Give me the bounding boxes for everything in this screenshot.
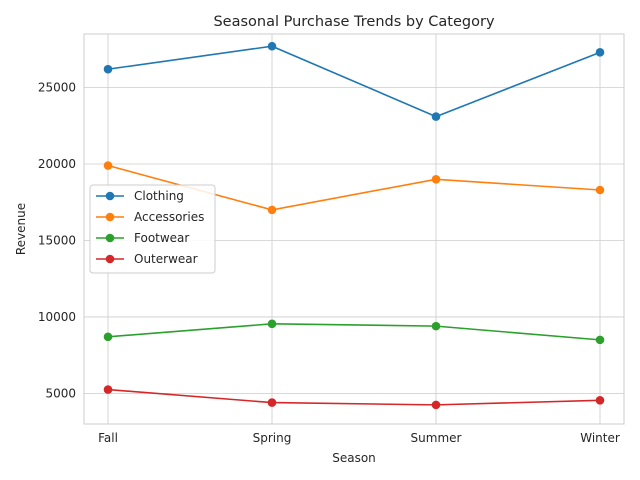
legend: Clothing Accessories Footwear Outerwear [89,184,216,274]
y-tick-label: 15000 [38,233,76,247]
grid-layer [84,34,624,424]
data-point [595,185,605,195]
series-footwear [103,319,605,345]
y-tick-label: 20000 [38,157,76,171]
series-clothing [103,41,605,121]
data-point [431,321,441,331]
x-axis-label: Season [332,451,376,465]
x-tick-label: Spring [253,431,292,445]
legend-box [89,184,216,274]
series-layer [103,41,605,410]
data-point [267,205,277,215]
series-line [107,323,601,341]
legend-marker [105,254,115,264]
legend-marker [105,212,115,222]
data-point [595,395,605,405]
series-line [107,388,601,406]
legend-label: Clothing [134,189,184,203]
legend-marker [105,233,115,243]
legend-entry: Clothing [96,189,184,203]
data-point [267,319,277,329]
legend-entries: Clothing Accessories Footwear Outerwear [96,189,204,266]
legend-label: Outerwear [134,252,198,266]
data-point [103,332,113,342]
data-point [267,41,277,51]
data-point [431,400,441,410]
data-point [595,335,605,345]
data-point [431,174,441,184]
data-point [431,112,441,121]
series-line [107,45,601,118]
data-point [267,398,277,407]
y-tick-label: 10000 [38,310,76,324]
legend-entry: Footwear [96,231,189,245]
x-tick-label: Summer [411,431,462,445]
y-tick-label: 5000 [45,386,76,400]
data-point [103,161,113,170]
y-tick-label: 25000 [38,81,76,95]
legend-label: Footwear [134,231,189,245]
legend-entry: Outerwear [96,252,198,266]
chart-title: Seasonal Purchase Trends by Category [213,14,494,30]
data-point [103,64,113,74]
x-tick-label: Winter [580,431,620,445]
y-axis-label: Revenue [14,203,28,255]
tick-layer: Fall Spring Summer Winter 5000 10000 15000 2000… [38,81,620,445]
legend-marker [105,191,115,201]
plot-frame [83,33,625,425]
legend-label: Accessories [134,210,204,224]
data-point [103,385,113,394]
data-point [595,48,605,57]
series-outerwear [103,385,605,410]
x-tick-label: Fall [98,431,118,445]
legend-entry: Accessories [96,210,204,224]
